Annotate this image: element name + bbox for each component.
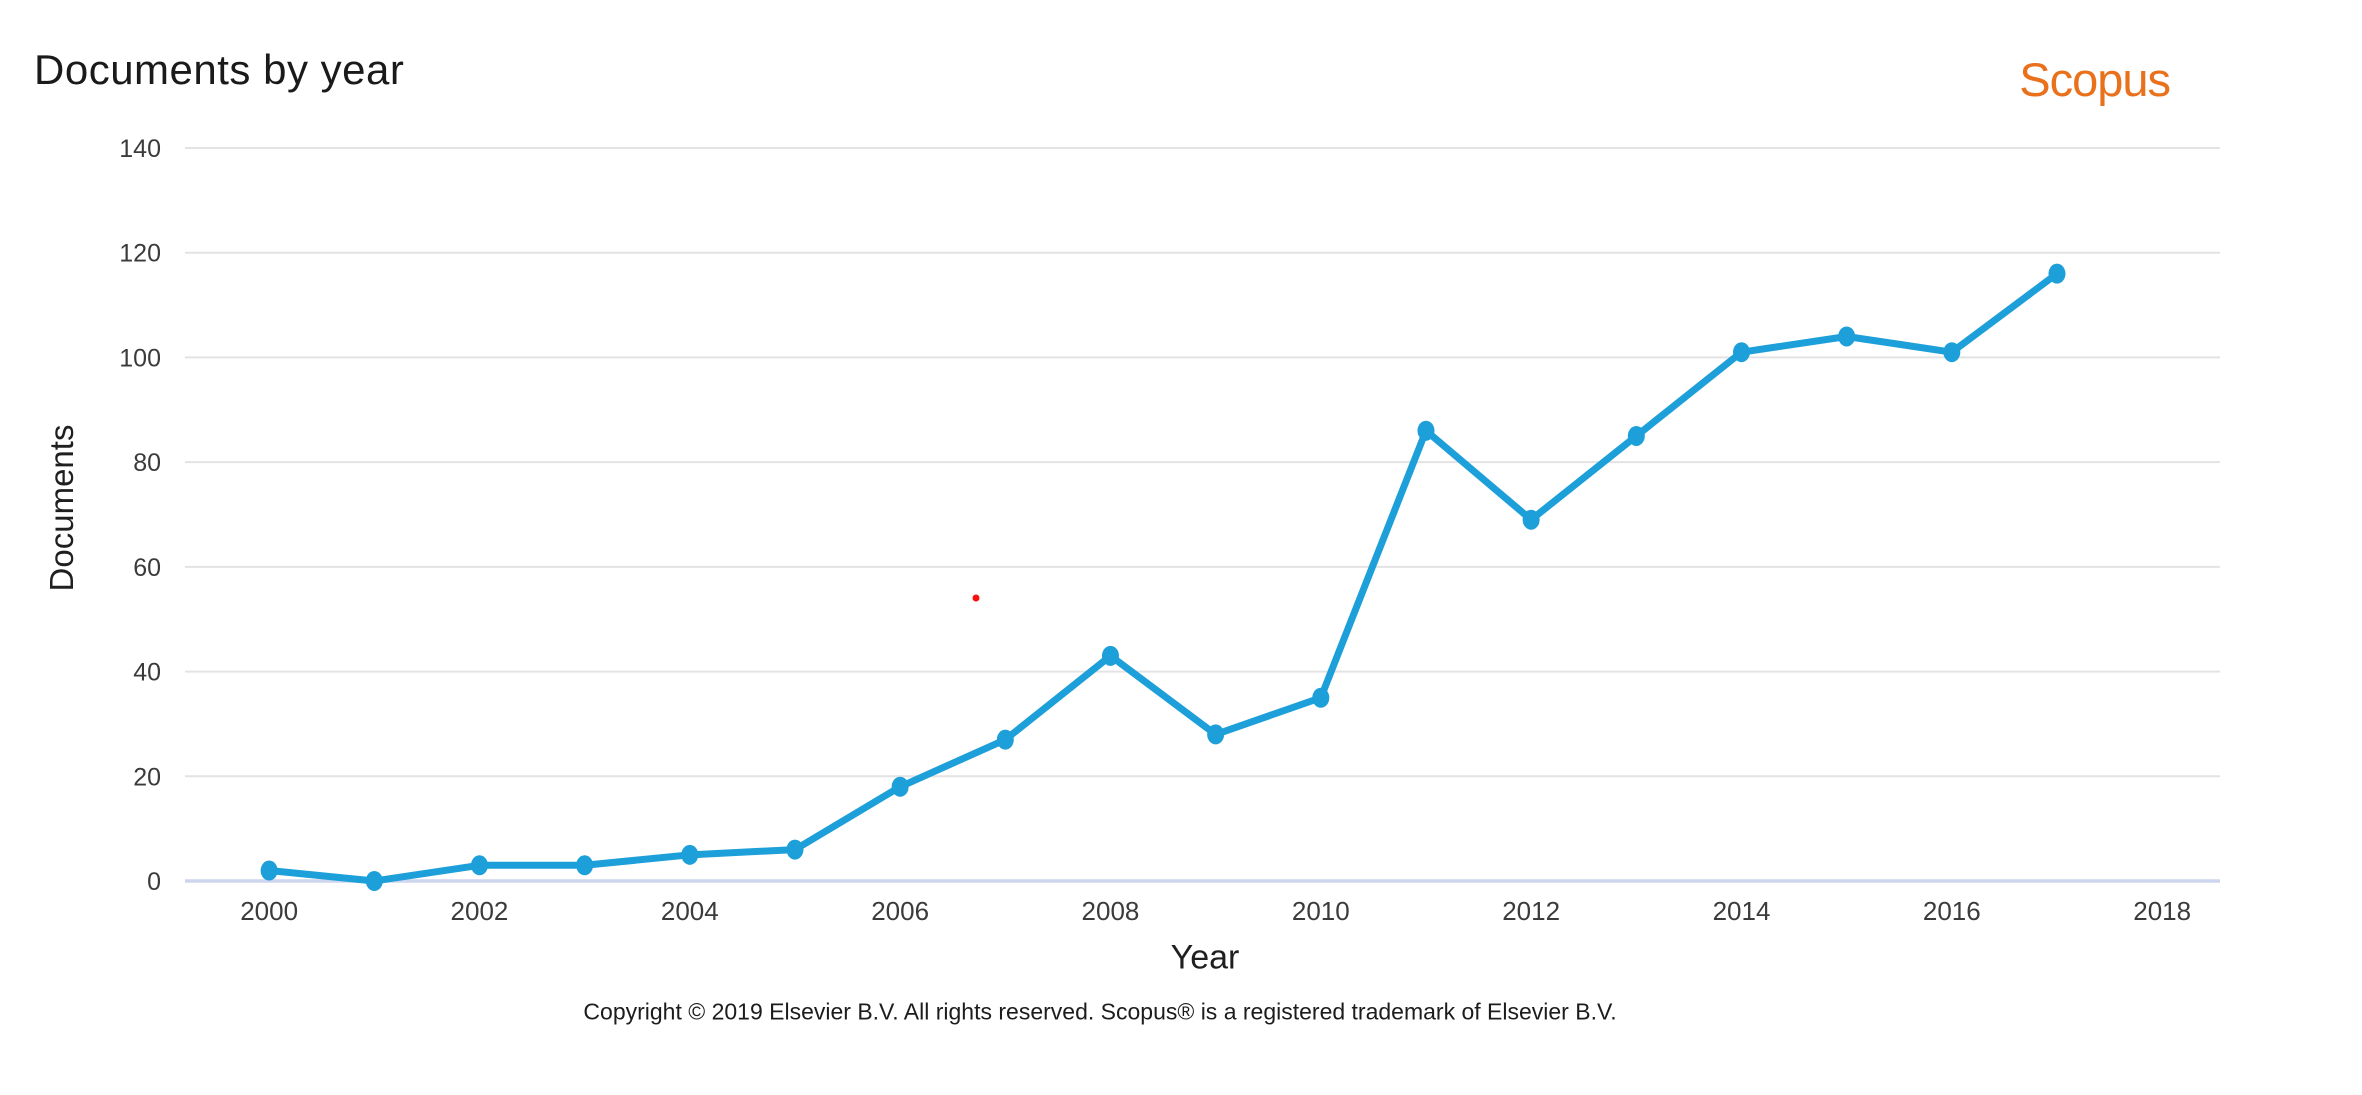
y-tick-label: 120 xyxy=(119,240,161,268)
x-tick-label: 2002 xyxy=(451,896,509,926)
x-tick-label: 2014 xyxy=(1713,896,1771,926)
y-gridlines xyxy=(185,147,2220,883)
data-point[interactable] xyxy=(2048,263,2066,284)
data-point[interactable] xyxy=(996,729,1014,750)
data-point[interactable] xyxy=(470,855,488,876)
data-point[interactable] xyxy=(1838,326,1856,347)
y-tick-label: 140 xyxy=(119,135,161,163)
data-point[interactable] xyxy=(1732,342,1750,363)
x-tick-label: 2010 xyxy=(1292,896,1350,926)
x-tick-label: 2012 xyxy=(1502,896,1560,926)
data-point[interactable] xyxy=(260,860,278,881)
data-point[interactable] xyxy=(1101,645,1119,666)
x-tick-label: 2016 xyxy=(1923,896,1981,926)
x-tick-label: 2008 xyxy=(1082,896,1140,926)
data-point[interactable] xyxy=(576,855,594,876)
stray-red-dot xyxy=(972,594,980,602)
data-point[interactable] xyxy=(786,839,804,860)
scopus-logo[interactable]: Scopus xyxy=(2019,53,2171,106)
y-tick-label: 100 xyxy=(119,344,161,372)
data-point[interactable] xyxy=(891,776,909,797)
y-tick-label: 40 xyxy=(133,659,161,687)
documents-series-line xyxy=(265,270,2061,885)
copyright-text: Copyright © 2019 Elsevier B.V. All right… xyxy=(583,998,1617,1025)
data-point[interactable] xyxy=(1627,425,1645,446)
data-point[interactable] xyxy=(681,844,699,865)
data-point[interactable] xyxy=(1312,687,1330,708)
x-tick-label: 2004 xyxy=(661,896,719,926)
y-tick-label: 80 xyxy=(133,449,161,477)
x-tick-label: 2000 xyxy=(240,896,298,926)
data-point[interactable] xyxy=(1417,420,1435,441)
y-tick-label: 60 xyxy=(133,554,161,582)
data-points xyxy=(260,263,2066,891)
x-axis-title: Year xyxy=(1170,938,1240,977)
page-title: Documents by year xyxy=(34,46,405,93)
data-point[interactable] xyxy=(1207,724,1225,745)
data-point[interactable] xyxy=(1943,342,1961,363)
x-tick-label: 2006 xyxy=(871,896,929,926)
y-tick-labels: 0 20 40 60 80 100 120 140 xyxy=(119,135,161,896)
data-point[interactable] xyxy=(1522,509,1540,530)
x-tick-labels: 2000 2002 2004 2006 2008 2010 2012 2014 2016 2018 xyxy=(240,896,2191,926)
x-tick-label: 2018 xyxy=(2133,896,2191,926)
data-point[interactable] xyxy=(365,871,383,891)
y-tick-label: 0 xyxy=(147,868,161,896)
y-tick-label: 20 xyxy=(133,763,161,791)
